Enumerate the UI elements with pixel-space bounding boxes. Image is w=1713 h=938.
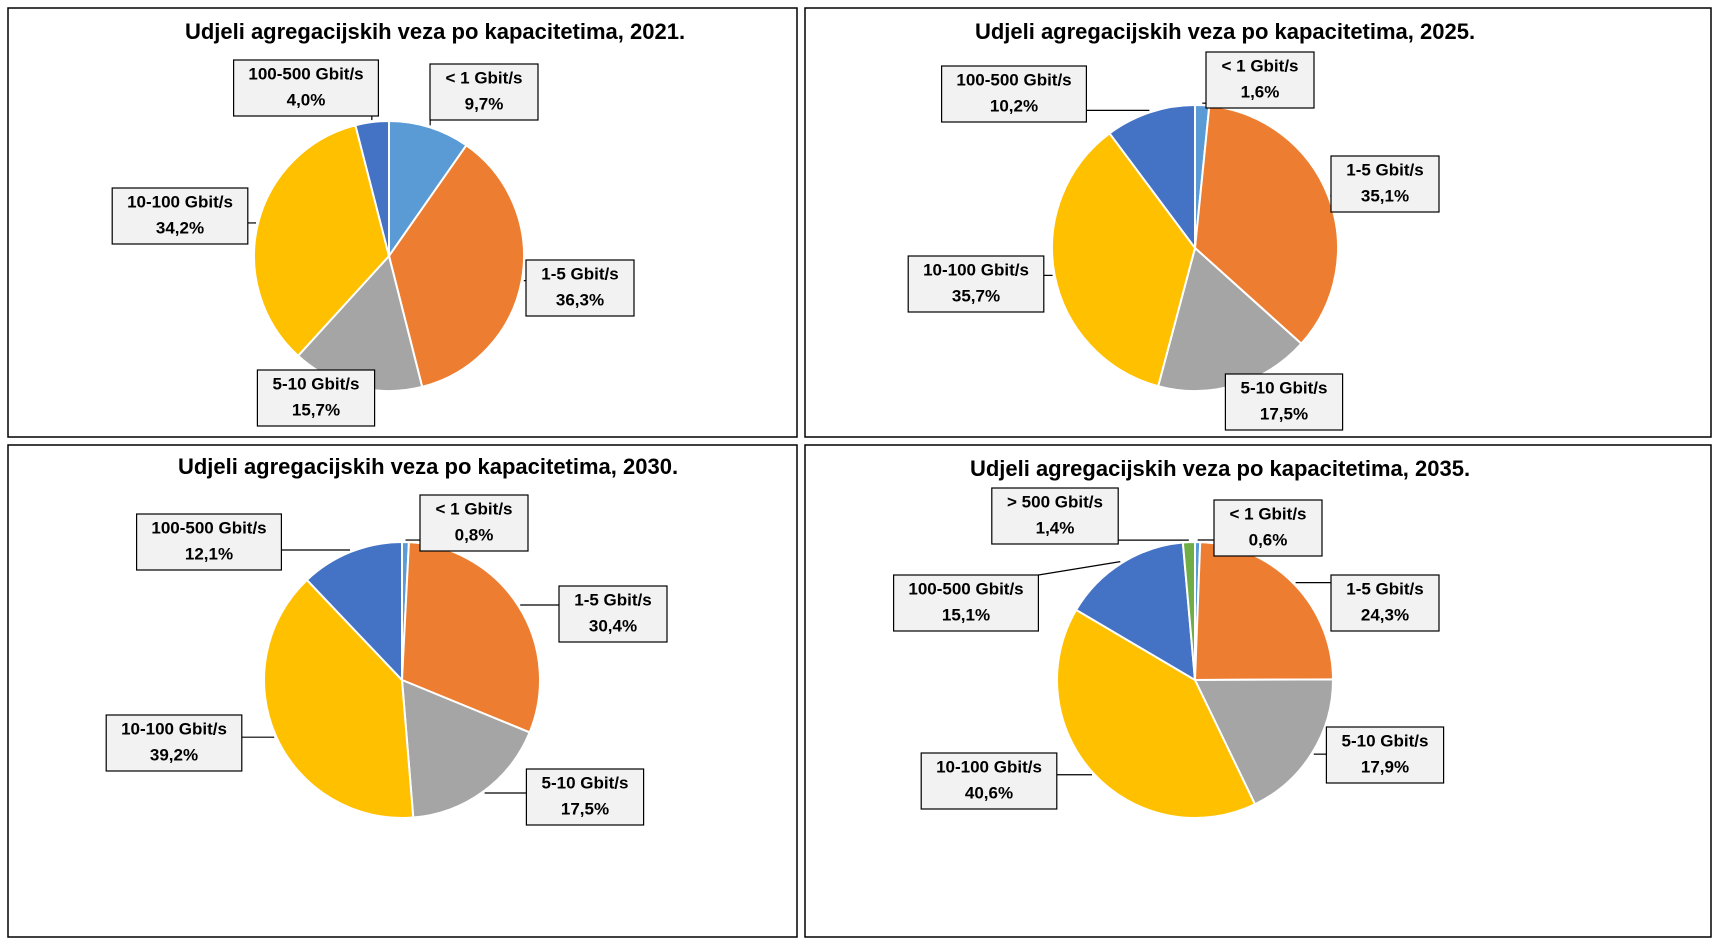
category-label: 5-10 Gbit/s bbox=[542, 773, 629, 792]
value-label: 15,7% bbox=[292, 400, 340, 419]
value-label: 10,2% bbox=[990, 96, 1038, 115]
value-label: 36,3% bbox=[556, 290, 604, 309]
value-label: 1,4% bbox=[1036, 518, 1075, 537]
label-box bbox=[111, 187, 249, 245]
label-box bbox=[256, 369, 376, 427]
label-box bbox=[907, 255, 1045, 313]
value-label: 12,1% bbox=[185, 544, 233, 563]
panel bbox=[804, 7, 1712, 438]
value-label: 1,6% bbox=[1241, 82, 1280, 101]
category-label: 5-10 Gbit/s bbox=[273, 374, 360, 393]
category-label: 1-5 Gbit/s bbox=[574, 590, 651, 609]
category-label: 5-10 Gbit/s bbox=[1342, 731, 1429, 750]
value-label: 39,2% bbox=[150, 745, 198, 764]
category-label: 1-5 Gbit/s bbox=[1346, 579, 1423, 598]
panel bbox=[7, 7, 798, 438]
pie-slice bbox=[388, 119, 468, 260]
label-box bbox=[136, 513, 283, 571]
panel bbox=[804, 444, 1712, 938]
label-box bbox=[920, 752, 1058, 810]
category-label: < 1 Gbit/s bbox=[1222, 56, 1299, 75]
label-box bbox=[892, 574, 1039, 632]
pie-slice bbox=[387, 143, 525, 389]
value-label: 24,3% bbox=[1361, 605, 1409, 624]
category-label: < 1 Gbit/s bbox=[1230, 504, 1307, 523]
leader-line bbox=[1038, 561, 1121, 576]
label-box bbox=[1224, 373, 1344, 431]
category-label: 5-10 Gbit/s bbox=[1241, 378, 1328, 397]
pie-slice bbox=[263, 578, 415, 819]
value-label: 17,5% bbox=[561, 799, 609, 818]
value-label: 34,2% bbox=[156, 218, 204, 237]
chart-title: Udjeli agregacijskih veza po kapacitetim… bbox=[970, 456, 1470, 481]
label-box bbox=[1330, 574, 1440, 632]
value-label: 40,6% bbox=[965, 783, 1013, 802]
category-label: 10-100 Gbit/s bbox=[936, 757, 1042, 776]
category-label: < 1 Gbit/s bbox=[446, 68, 523, 87]
chart-title: Udjeli agregacijskih veza po kapacitetim… bbox=[185, 19, 685, 44]
pie-slice bbox=[1074, 541, 1197, 682]
pie-slice bbox=[1181, 540, 1196, 681]
label-box bbox=[1330, 155, 1440, 213]
category-label: 10-100 Gbit/s bbox=[121, 719, 227, 738]
label-box bbox=[1205, 51, 1315, 109]
category-label: 100-500 Gbit/s bbox=[248, 64, 363, 83]
label-box bbox=[940, 65, 1087, 123]
value-label: 35,1% bbox=[1361, 186, 1409, 205]
label-box bbox=[525, 259, 635, 317]
value-label: 35,7% bbox=[952, 286, 1000, 305]
value-label: 15,1% bbox=[942, 605, 990, 624]
label-box bbox=[1213, 499, 1323, 557]
category-label: 1-5 Gbit/s bbox=[541, 264, 618, 283]
category-label: 10-100 Gbit/s bbox=[923, 260, 1029, 279]
label-box bbox=[1325, 726, 1445, 784]
pie-slice bbox=[1193, 104, 1339, 346]
value-label: 0,8% bbox=[455, 525, 494, 544]
pie-slice bbox=[253, 124, 391, 358]
label-box bbox=[991, 487, 1119, 545]
category-label: 100-500 Gbit/s bbox=[956, 70, 1071, 89]
panel bbox=[7, 444, 798, 938]
pie-slice bbox=[354, 119, 390, 257]
label-box bbox=[233, 59, 380, 117]
pie-slice bbox=[1193, 678, 1335, 806]
label-box bbox=[525, 768, 645, 826]
category-label: 100-500 Gbit/s bbox=[908, 579, 1023, 598]
category-label: < 1 Gbit/s bbox=[436, 499, 513, 518]
category-label: > 500 Gbit/s bbox=[1007, 492, 1103, 511]
value-label: 30,4% bbox=[589, 616, 637, 635]
pie-slice bbox=[305, 540, 403, 683]
pie-slice bbox=[1051, 131, 1197, 388]
category-label: 1-5 Gbit/s bbox=[1346, 160, 1423, 179]
value-label: 9,7% bbox=[465, 94, 504, 113]
category-label: 10-100 Gbit/s bbox=[127, 192, 233, 211]
label-box bbox=[105, 714, 243, 772]
value-label: 17,5% bbox=[1260, 404, 1308, 423]
pie-slice bbox=[1056, 608, 1257, 819]
pie-slice bbox=[1193, 541, 1335, 682]
value-label: 17,9% bbox=[1361, 757, 1409, 776]
label-box bbox=[429, 63, 539, 121]
label-box bbox=[419, 494, 529, 552]
chart-title: Udjeli agregacijskih veza po kapacitetim… bbox=[178, 454, 678, 479]
label-box bbox=[558, 585, 668, 643]
chart-title: Udjeli agregacijskih veza po kapacitetim… bbox=[975, 19, 1475, 44]
value-label: 4,0% bbox=[287, 90, 326, 109]
pie-slice bbox=[1108, 103, 1196, 252]
value-label: 0,6% bbox=[1249, 530, 1288, 549]
pie-slice bbox=[400, 678, 531, 819]
category-label: 100-500 Gbit/s bbox=[151, 518, 266, 537]
